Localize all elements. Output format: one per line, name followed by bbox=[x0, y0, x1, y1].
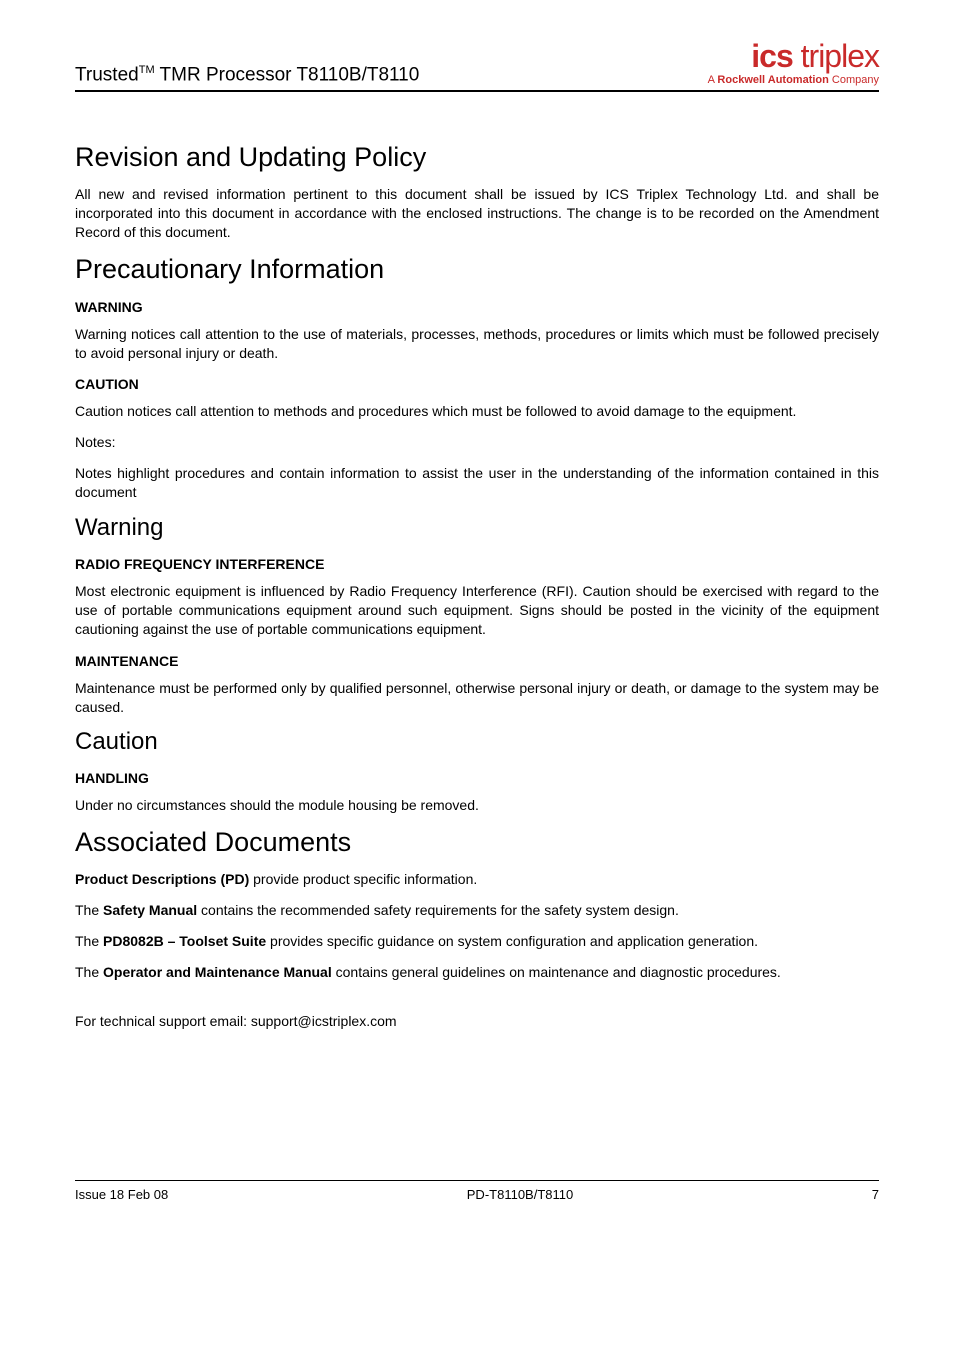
heading-precautionary: Precautionary Information bbox=[75, 254, 879, 285]
paragraph-operator: The Operator and Maintenance Manual cont… bbox=[75, 963, 879, 982]
safety-pre: The bbox=[75, 902, 103, 918]
label-caution: CAUTION bbox=[75, 376, 879, 392]
label-rfi: RADIO FREQUENCY INTERFERENCE bbox=[75, 556, 879, 572]
label-maintenance: MAINTENANCE bbox=[75, 653, 879, 669]
paragraph-revision: All new and revised information pertinen… bbox=[75, 185, 879, 242]
paragraph-toolset: The PD8082B – Toolset Suite provides spe… bbox=[75, 932, 879, 951]
operator-rest: contains general guidelines on maintenan… bbox=[332, 964, 781, 980]
footer-left: Issue 18 Feb 08 bbox=[75, 1187, 168, 1202]
company-logo: ics triplex A Rockwell Automation Compan… bbox=[708, 40, 879, 86]
pd-rest: provide product specific information. bbox=[249, 871, 477, 887]
label-warning: WARNING bbox=[75, 299, 879, 315]
operator-bold: Operator and Maintenance Manual bbox=[103, 964, 332, 980]
page-footer: Issue 18 Feb 08 PD-T8110B/T8110 7 bbox=[75, 1180, 879, 1202]
logo-sub-bold: Rockwell Automation bbox=[717, 74, 828, 86]
heading-warning: Warning bbox=[75, 514, 879, 542]
paragraph-rfi: Most electronic equipment is influenced … bbox=[75, 582, 879, 639]
logo-subtitle: A Rockwell Automation Company bbox=[708, 74, 879, 86]
heading-caution: Caution bbox=[75, 728, 879, 756]
safety-bold: Safety Manual bbox=[103, 902, 197, 918]
paragraph-notes-def: Notes highlight procedures and contain i… bbox=[75, 464, 879, 502]
page-header: TrustedTM TMR Processor T8110B/T8110 ics… bbox=[75, 40, 879, 92]
title-superscript: TM bbox=[139, 64, 155, 76]
logo-sub-suffix: Company bbox=[829, 74, 879, 86]
heading-revision: Revision and Updating Policy bbox=[75, 142, 879, 173]
logo-suffix: triplex bbox=[793, 38, 879, 74]
title-prefix: Trusted bbox=[75, 64, 139, 85]
footer-right: 7 bbox=[872, 1187, 879, 1202]
toolset-bold: PD8082B – Toolset Suite bbox=[103, 933, 266, 949]
safety-rest: contains the recommended safety requirem… bbox=[197, 902, 679, 918]
paragraph-support: For technical support email: support@ics… bbox=[75, 1012, 879, 1031]
logo-main-text: ics triplex bbox=[708, 40, 879, 72]
paragraph-handling: Under no circumstances should the module… bbox=[75, 796, 879, 815]
paragraph-pd: Product Descriptions (PD) provide produc… bbox=[75, 870, 879, 889]
logo-prefix: ics bbox=[751, 38, 792, 74]
paragraph-safety: The Safety Manual contains the recommend… bbox=[75, 901, 879, 920]
operator-pre: The bbox=[75, 964, 103, 980]
paragraph-maintenance: Maintenance must be performed only by qu… bbox=[75, 679, 879, 717]
toolset-pre: The bbox=[75, 933, 103, 949]
paragraph-caution-def: Caution notices call attention to method… bbox=[75, 402, 879, 421]
title-suffix: TMR Processor T8110B/T8110 bbox=[155, 64, 420, 85]
paragraph-warning-def: Warning notices call attention to the us… bbox=[75, 325, 879, 363]
label-handling: HANDLING bbox=[75, 770, 879, 786]
logo-sub-prefix: A bbox=[708, 74, 718, 86]
pd-bold: Product Descriptions (PD) bbox=[75, 871, 249, 887]
label-notes: Notes: bbox=[75, 433, 879, 452]
footer-center: PD-T8110B/T8110 bbox=[467, 1187, 573, 1202]
toolset-rest: provides specific guidance on system con… bbox=[266, 933, 758, 949]
heading-associated: Associated Documents bbox=[75, 827, 879, 858]
page-content: TrustedTM TMR Processor T8110B/T8110 ics… bbox=[75, 40, 879, 1140]
header-title: TrustedTM TMR Processor T8110B/T8110 bbox=[75, 64, 419, 86]
